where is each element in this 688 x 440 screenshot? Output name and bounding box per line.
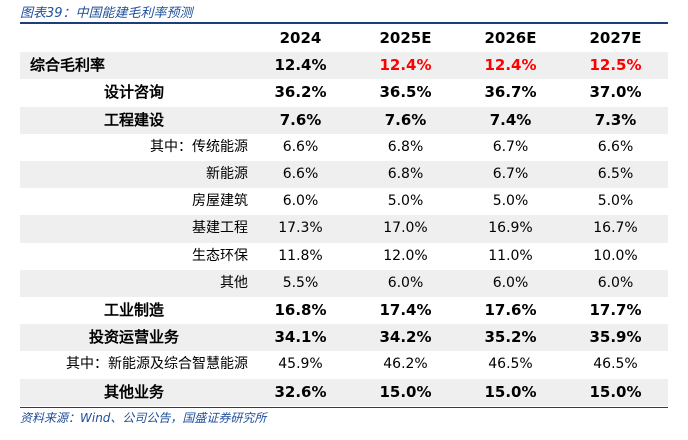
value-cell: 6.8% — [387, 138, 424, 155]
value-cell: 12.4% — [248, 52, 353, 80]
value-cell: 37.0% — [589, 83, 642, 102]
table-bottom-rule — [20, 407, 668, 408]
table-row: 生态环保 11.8% 12.0% 11.0% 10.0% — [20, 243, 668, 270]
value-cell: 17.0% — [353, 215, 458, 243]
row-label: 其中：传统能源 — [150, 138, 248, 155]
value-cell: 16.8% — [274, 301, 327, 320]
value-cell: 6.0% — [563, 269, 668, 298]
value-cell: 32.6% — [248, 378, 353, 406]
value-cell: 11.0% — [488, 247, 533, 264]
value-cell: 7.3% — [563, 106, 668, 134]
row-label: 生态环保 — [192, 247, 248, 264]
value-cell: 7.6% — [353, 106, 458, 134]
table-row: 基建工程 17.3% 17.0% 16.9% 16.7% — [20, 215, 668, 243]
header-cell: 2024 — [279, 29, 322, 47]
header-cell: 2026E — [484, 29, 537, 47]
table-header-row: 2024 2025E 2026E 2027E — [20, 25, 668, 52]
row-label: 工业制造 — [103, 301, 164, 320]
value-cell: 15.0% — [353, 378, 458, 406]
value-cell: 12.4% — [458, 52, 563, 80]
table-row: 新能源 6.6% 6.8% 6.7% 6.5% — [20, 161, 668, 189]
header-cell — [20, 25, 248, 52]
value-cell: 6.0% — [282, 193, 319, 210]
margin-forecast-table: 2024 2025E 2026E 2027E 综合毛利率 12.4% 12.4%… — [20, 25, 668, 406]
row-label: 投资运营业务 — [20, 324, 248, 352]
row-label: 其他 — [20, 269, 248, 298]
value-cell: 15.0% — [563, 378, 668, 406]
value-cell: 12.0% — [383, 247, 428, 264]
table-row: 其中：新能源及综合智慧能源 45.9% 46.2% 46.5% 46.5% — [20, 351, 668, 378]
value-cell: 5.5% — [248, 269, 353, 298]
table-row: 投资运营业务 34.1% 34.2% 35.2% 35.9% — [20, 324, 668, 352]
value-cell: 16.7% — [563, 215, 668, 243]
value-cell: 7.6% — [248, 106, 353, 134]
table-row: 设计咨询 36.2% 36.5% 36.7% 37.0% — [20, 79, 668, 106]
figure-title: 图表39：中国能建毛利率预测 — [20, 6, 193, 21]
value-cell: 10.0% — [593, 247, 638, 264]
value-cell: 34.1% — [248, 324, 353, 352]
table-row: 工程建设 7.6% 7.6% 7.4% 7.3% — [20, 106, 668, 134]
value-cell: 6.6% — [597, 138, 634, 155]
value-cell: 36.7% — [484, 83, 537, 102]
value-cell: 11.8% — [278, 247, 323, 264]
table-row: 其他 5.5% 6.0% 6.0% 6.0% — [20, 269, 668, 298]
value-cell: 15.0% — [458, 378, 563, 406]
value-cell: 6.0% — [353, 269, 458, 298]
value-cell: 35.9% — [563, 324, 668, 352]
value-cell: 46.2% — [383, 356, 428, 373]
row-label: 其中：新能源及综合智慧能源 — [66, 356, 248, 373]
table-row: 工业制造 16.8% 17.4% 17.6% 17.7% — [20, 297, 668, 324]
value-cell: 46.5% — [593, 356, 638, 373]
row-label: 工程建设 — [20, 106, 248, 134]
header-cell: 2027E — [589, 29, 642, 47]
value-cell: 5.0% — [387, 193, 424, 210]
value-cell: 6.8% — [353, 161, 458, 189]
value-cell: 6.7% — [458, 161, 563, 189]
value-cell: 46.5% — [488, 356, 533, 373]
row-label: 基建工程 — [20, 215, 248, 243]
header-cell: 2025E — [379, 29, 432, 47]
row-label: 其他业务 — [20, 378, 248, 406]
value-cell: 17.4% — [379, 301, 432, 320]
table-row: 综合毛利率 12.4% 12.4% 12.4% 12.5% — [20, 52, 668, 80]
table-row: 其中：传统能源 6.6% 6.8% 6.7% 6.6% — [20, 134, 668, 161]
value-cell: 12.5% — [563, 52, 668, 80]
value-cell: 17.7% — [589, 301, 642, 320]
value-cell: 5.0% — [597, 193, 634, 210]
table-top-rule — [20, 22, 668, 24]
value-cell: 7.4% — [458, 106, 563, 134]
value-cell: 16.9% — [458, 215, 563, 243]
value-cell: 6.0% — [458, 269, 563, 298]
value-cell: 6.6% — [248, 161, 353, 189]
value-cell: 36.2% — [274, 83, 327, 102]
value-cell: 5.0% — [492, 193, 529, 210]
value-cell: 6.6% — [282, 138, 319, 155]
value-cell: 17.3% — [248, 215, 353, 243]
value-cell: 45.9% — [278, 356, 323, 373]
source-note: 资料来源：Wind、公司公告，国盛证券研究所 — [20, 411, 267, 425]
value-cell: 12.4% — [353, 52, 458, 80]
value-cell: 6.7% — [492, 138, 529, 155]
row-label: 新能源 — [20, 161, 248, 189]
row-label: 设计咨询 — [103, 83, 164, 102]
row-label: 综合毛利率 — [20, 52, 248, 80]
table-row: 房屋建筑 6.0% 5.0% 5.0% 5.0% — [20, 188, 668, 215]
value-cell: 36.5% — [379, 83, 432, 102]
value-cell: 6.5% — [563, 161, 668, 189]
value-cell: 17.6% — [484, 301, 537, 320]
row-label: 房屋建筑 — [192, 193, 248, 210]
table-row: 其他业务 32.6% 15.0% 15.0% 15.0% — [20, 378, 668, 406]
value-cell: 34.2% — [353, 324, 458, 352]
value-cell: 35.2% — [458, 324, 563, 352]
